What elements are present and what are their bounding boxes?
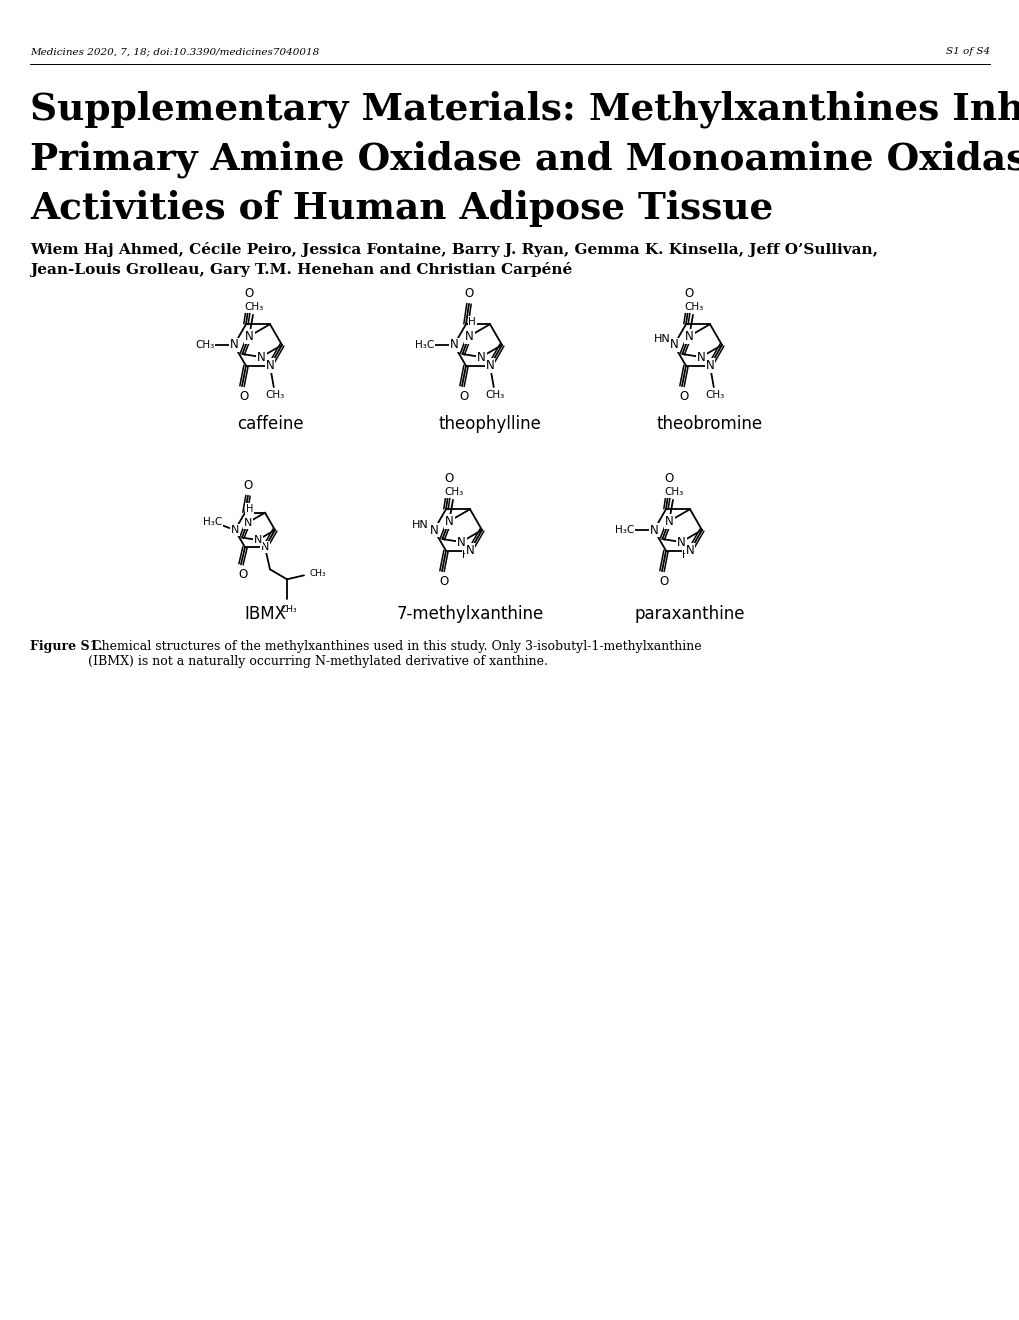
Text: CH₃: CH₃ xyxy=(265,389,284,400)
Text: H: H xyxy=(468,317,476,327)
Text: N: N xyxy=(465,544,474,557)
Text: N: N xyxy=(230,525,238,535)
Text: H: H xyxy=(682,550,690,560)
Text: S1 of S4: S1 of S4 xyxy=(945,48,989,57)
Text: O: O xyxy=(464,288,473,301)
Text: theobromine: theobromine xyxy=(656,414,762,433)
Text: CH₃: CH₃ xyxy=(684,302,703,313)
Text: O: O xyxy=(663,473,673,486)
Text: N: N xyxy=(261,543,269,552)
Text: CH₃: CH₃ xyxy=(280,605,297,614)
Text: N: N xyxy=(649,524,657,536)
Text: Figure S1.: Figure S1. xyxy=(30,640,103,653)
Text: O: O xyxy=(239,389,249,403)
Text: CH₃: CH₃ xyxy=(705,389,723,400)
Text: CH₃: CH₃ xyxy=(195,341,214,350)
Text: O: O xyxy=(244,479,253,492)
Text: N: N xyxy=(429,524,438,536)
Text: N: N xyxy=(444,515,453,528)
Text: caffeine: caffeine xyxy=(236,414,303,433)
Text: N: N xyxy=(449,338,458,351)
Text: IBMX: IBMX xyxy=(244,605,285,623)
Text: Wiem Haj Ahmed, Cécile Peiro, Jessica Fontaine, Barry J. Ryan, Gemma K. Kinsella: Wiem Haj Ahmed, Cécile Peiro, Jessica Fo… xyxy=(30,242,877,257)
Text: N: N xyxy=(684,330,693,343)
Text: O: O xyxy=(439,574,448,587)
Text: Supplementary Materials: Methylxanthines Inhibit: Supplementary Materials: Methylxanthines… xyxy=(30,90,1019,128)
Text: H₃C: H₃C xyxy=(415,341,434,350)
Text: Medicines 2020, 7, 18; doi:10.3390/medicines7040018: Medicines 2020, 7, 18; doi:10.3390/medic… xyxy=(30,48,319,57)
Text: Activities of Human Adipose Tissue: Activities of Human Adipose Tissue xyxy=(30,190,772,227)
Text: CH₃: CH₃ xyxy=(664,487,683,498)
Text: Chemical structures of the methylxanthines used in this study. Only 3-isobutyl-1: Chemical structures of the methylxanthin… xyxy=(88,640,701,668)
Text: N: N xyxy=(668,338,678,351)
Text: H: H xyxy=(462,550,470,560)
Text: O: O xyxy=(684,288,693,301)
Text: N: N xyxy=(244,517,252,528)
Text: HN: HN xyxy=(412,520,428,531)
Text: N: N xyxy=(476,351,485,363)
Text: N: N xyxy=(485,359,494,372)
Text: HN: HN xyxy=(653,334,669,345)
Text: CH₃: CH₃ xyxy=(444,487,464,498)
Text: H₃C: H₃C xyxy=(203,516,221,527)
Text: CH₃: CH₃ xyxy=(245,302,264,313)
Text: Primary Amine Oxidase and Monoamine Oxidase: Primary Amine Oxidase and Monoamine Oxid… xyxy=(30,140,1019,177)
Text: CH₃: CH₃ xyxy=(485,389,504,400)
Text: O: O xyxy=(245,288,254,301)
Text: N: N xyxy=(664,515,673,528)
Text: N: N xyxy=(705,359,713,372)
Text: theophylline: theophylline xyxy=(438,414,541,433)
Text: O: O xyxy=(459,389,468,403)
Text: O: O xyxy=(444,473,453,486)
Text: O: O xyxy=(238,568,248,581)
Text: N: N xyxy=(265,359,274,372)
Text: CH₃: CH₃ xyxy=(310,569,326,578)
Text: 7-methylxanthine: 7-methylxanthine xyxy=(396,605,543,623)
Text: N: N xyxy=(229,338,238,351)
Text: N: N xyxy=(257,351,265,363)
Text: paraxanthine: paraxanthine xyxy=(634,605,745,623)
Text: O: O xyxy=(658,574,668,587)
Text: O: O xyxy=(679,389,688,403)
Text: N: N xyxy=(457,536,465,549)
Text: N: N xyxy=(245,330,254,343)
Text: H₃C: H₃C xyxy=(614,525,634,535)
Text: Jean-Louis Grolleau, Gary T.M. Henehan and Christian Carpéné: Jean-Louis Grolleau, Gary T.M. Henehan a… xyxy=(30,261,572,277)
Text: N: N xyxy=(685,544,694,557)
Text: N: N xyxy=(696,351,705,363)
Text: H: H xyxy=(246,504,253,513)
Text: N: N xyxy=(465,330,473,343)
Text: N: N xyxy=(677,536,685,549)
Text: N: N xyxy=(254,535,262,545)
